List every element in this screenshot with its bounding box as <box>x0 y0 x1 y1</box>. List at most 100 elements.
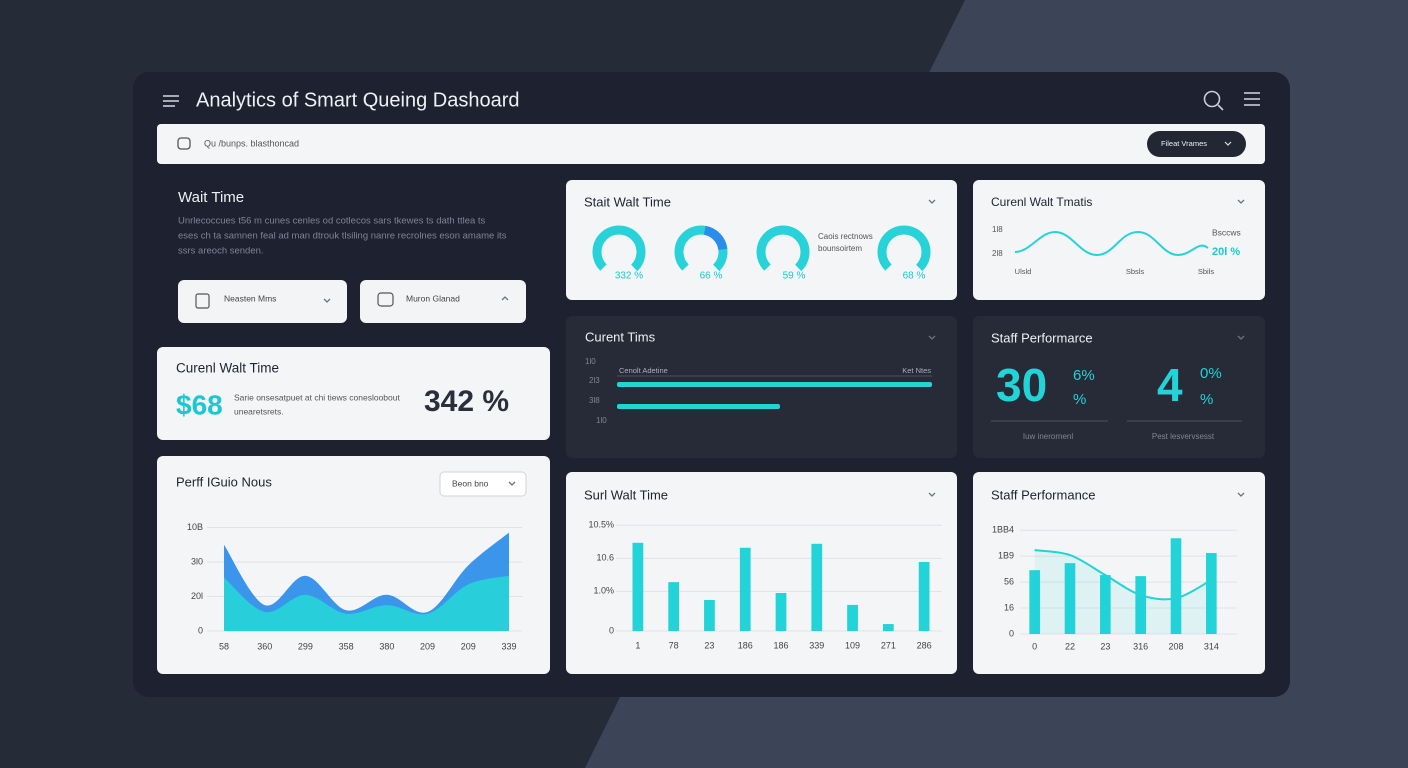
trend-line <box>1014 230 1209 257</box>
progress-bar <box>617 404 780 409</box>
x-tick-label: 360 <box>257 641 272 651</box>
card <box>157 347 550 440</box>
x-tick-label: 209 <box>420 641 435 651</box>
x-tick-label: 209 <box>461 641 476 651</box>
card-chevron[interactable] <box>1237 335 1245 340</box>
card-chevron[interactable] <box>1237 199 1245 204</box>
progress-bar <box>617 382 932 387</box>
y-tick-label: 2l8 <box>992 249 1003 258</box>
bar <box>632 542 644 631</box>
y-tick-label: 1B9 <box>998 551 1014 561</box>
y-tick-label: 10B <box>187 522 203 532</box>
filter-card[interactable] <box>360 280 526 323</box>
x-tick-label: Sbils <box>1198 267 1215 276</box>
gauge-label: 59 % <box>783 271 806 282</box>
percent: 342 % <box>424 385 509 418</box>
y-tick-label: 20l <box>191 591 203 601</box>
x-tick-label: 358 <box>339 641 354 651</box>
filter-label: Neasten Mms <box>224 293 276 303</box>
gauge-arc <box>877 225 931 279</box>
bar <box>739 547 751 631</box>
filter-icon <box>377 292 394 307</box>
x-tick-label: 271 <box>881 640 896 650</box>
card-chevron[interactable] <box>928 199 936 204</box>
gauge-note: Caois rectnows <box>818 232 873 241</box>
filter-label: Muron Glanad <box>406 293 460 303</box>
bar <box>704 599 715 631</box>
gauge-label: 68 % <box>903 271 926 282</box>
y-tick-label: 10.5% <box>588 520 614 530</box>
filter-icon <box>195 293 210 309</box>
card-note: unearetsrets. <box>234 406 284 416</box>
dropdown-chevron <box>508 481 516 486</box>
menu-icon[interactable] <box>163 95 179 107</box>
x-tick-label: 208 <box>1168 641 1183 651</box>
x-tick-label: 1 <box>635 640 640 650</box>
bar <box>882 624 894 631</box>
y-tick-label: 1l8 <box>992 225 1003 234</box>
card-chevron[interactable] <box>1237 492 1245 497</box>
gauge-arc <box>756 225 810 279</box>
section-title: Wait Time <box>178 189 244 206</box>
dropdown[interactable] <box>439 471 527 497</box>
kpi-value: 30 <box>996 359 1047 411</box>
filter-button[interactable] <box>1147 131 1246 157</box>
x-tick-label: 316 <box>1133 641 1148 651</box>
filter-chevron <box>501 296 509 301</box>
search-bar-icon <box>177 137 191 150</box>
bar <box>1064 563 1076 634</box>
kpi-unit: % <box>1200 391 1213 408</box>
card-title: Staff Performarce <box>991 330 1093 345</box>
y-tick-label: 3l8 <box>589 396 600 405</box>
y-tick-label: 0 <box>1009 628 1014 638</box>
kpi-label: Pest lesvervsesst <box>1152 432 1215 441</box>
bar <box>847 604 858 631</box>
legend-label: Ket Ntes <box>902 366 931 375</box>
x-tick-label: 299 <box>298 641 313 651</box>
bar <box>1206 553 1217 634</box>
x-tick-label: 78 <box>669 640 679 650</box>
page-title: Analytics of Smart Queing Dashoard <box>196 89 520 111</box>
x-tick-label: 314 <box>1204 641 1219 651</box>
description-line: ssrs areoch senden. <box>178 246 264 257</box>
card-title: Staff Performance <box>991 487 1096 502</box>
y-tick-label: 0 <box>609 625 614 635</box>
kpi-value: 4 <box>1157 359 1183 411</box>
search-icon[interactable] <box>1203 90 1224 111</box>
legend-label: Cenolt Adetine <box>619 366 668 375</box>
area <box>224 575 509 631</box>
filter-button-chevron <box>1224 141 1232 146</box>
search-bar[interactable] <box>157 124 1265 164</box>
card-chevron[interactable] <box>928 492 936 497</box>
y-tick-label: 1l0 <box>585 357 596 366</box>
card-note: Sarie onsesatpuet at chi tiews conesloob… <box>234 392 400 402</box>
bar <box>1029 570 1040 634</box>
amount: $68 <box>176 389 223 420</box>
card-title: Stait Walt Time <box>584 194 671 209</box>
bar <box>1170 538 1182 634</box>
dropdown-label: Beon bno <box>452 478 489 488</box>
search-placeholder: Qu /bunps. blasthoncad <box>204 138 299 148</box>
x-tick-label: 186 <box>738 640 753 650</box>
card-title: Perff IGuio Nous <box>176 474 272 489</box>
filter-card[interactable] <box>178 280 347 323</box>
x-tick-label: 22 <box>1065 641 1075 651</box>
x-tick-label: 23 <box>704 640 714 650</box>
trend-value: 20l % <box>1212 246 1240 258</box>
card-chevron[interactable] <box>928 335 936 340</box>
y-tick-label: 56 <box>1004 576 1014 586</box>
gauge-label: 332 % <box>615 271 643 282</box>
options-icon[interactable] <box>1244 92 1260 106</box>
gauges <box>592 225 931 279</box>
y-tick-label: 16 <box>1004 602 1014 612</box>
bar <box>918 561 930 631</box>
y-tick-label: 1BB4 <box>992 525 1014 535</box>
y-tick-label: 2l3 <box>589 376 600 385</box>
kpi-label: Iuw inerornenl <box>1023 432 1073 441</box>
y-tick-label: 0 <box>198 625 203 635</box>
card <box>973 180 1265 300</box>
y-tick-label: 3l0 <box>191 556 203 566</box>
card-title: Curenl Walt Time <box>176 361 279 376</box>
gauge-label: 66 % <box>700 271 723 282</box>
description-line: Unrlecoccues t56 m cunes cenles od cotle… <box>178 216 486 227</box>
